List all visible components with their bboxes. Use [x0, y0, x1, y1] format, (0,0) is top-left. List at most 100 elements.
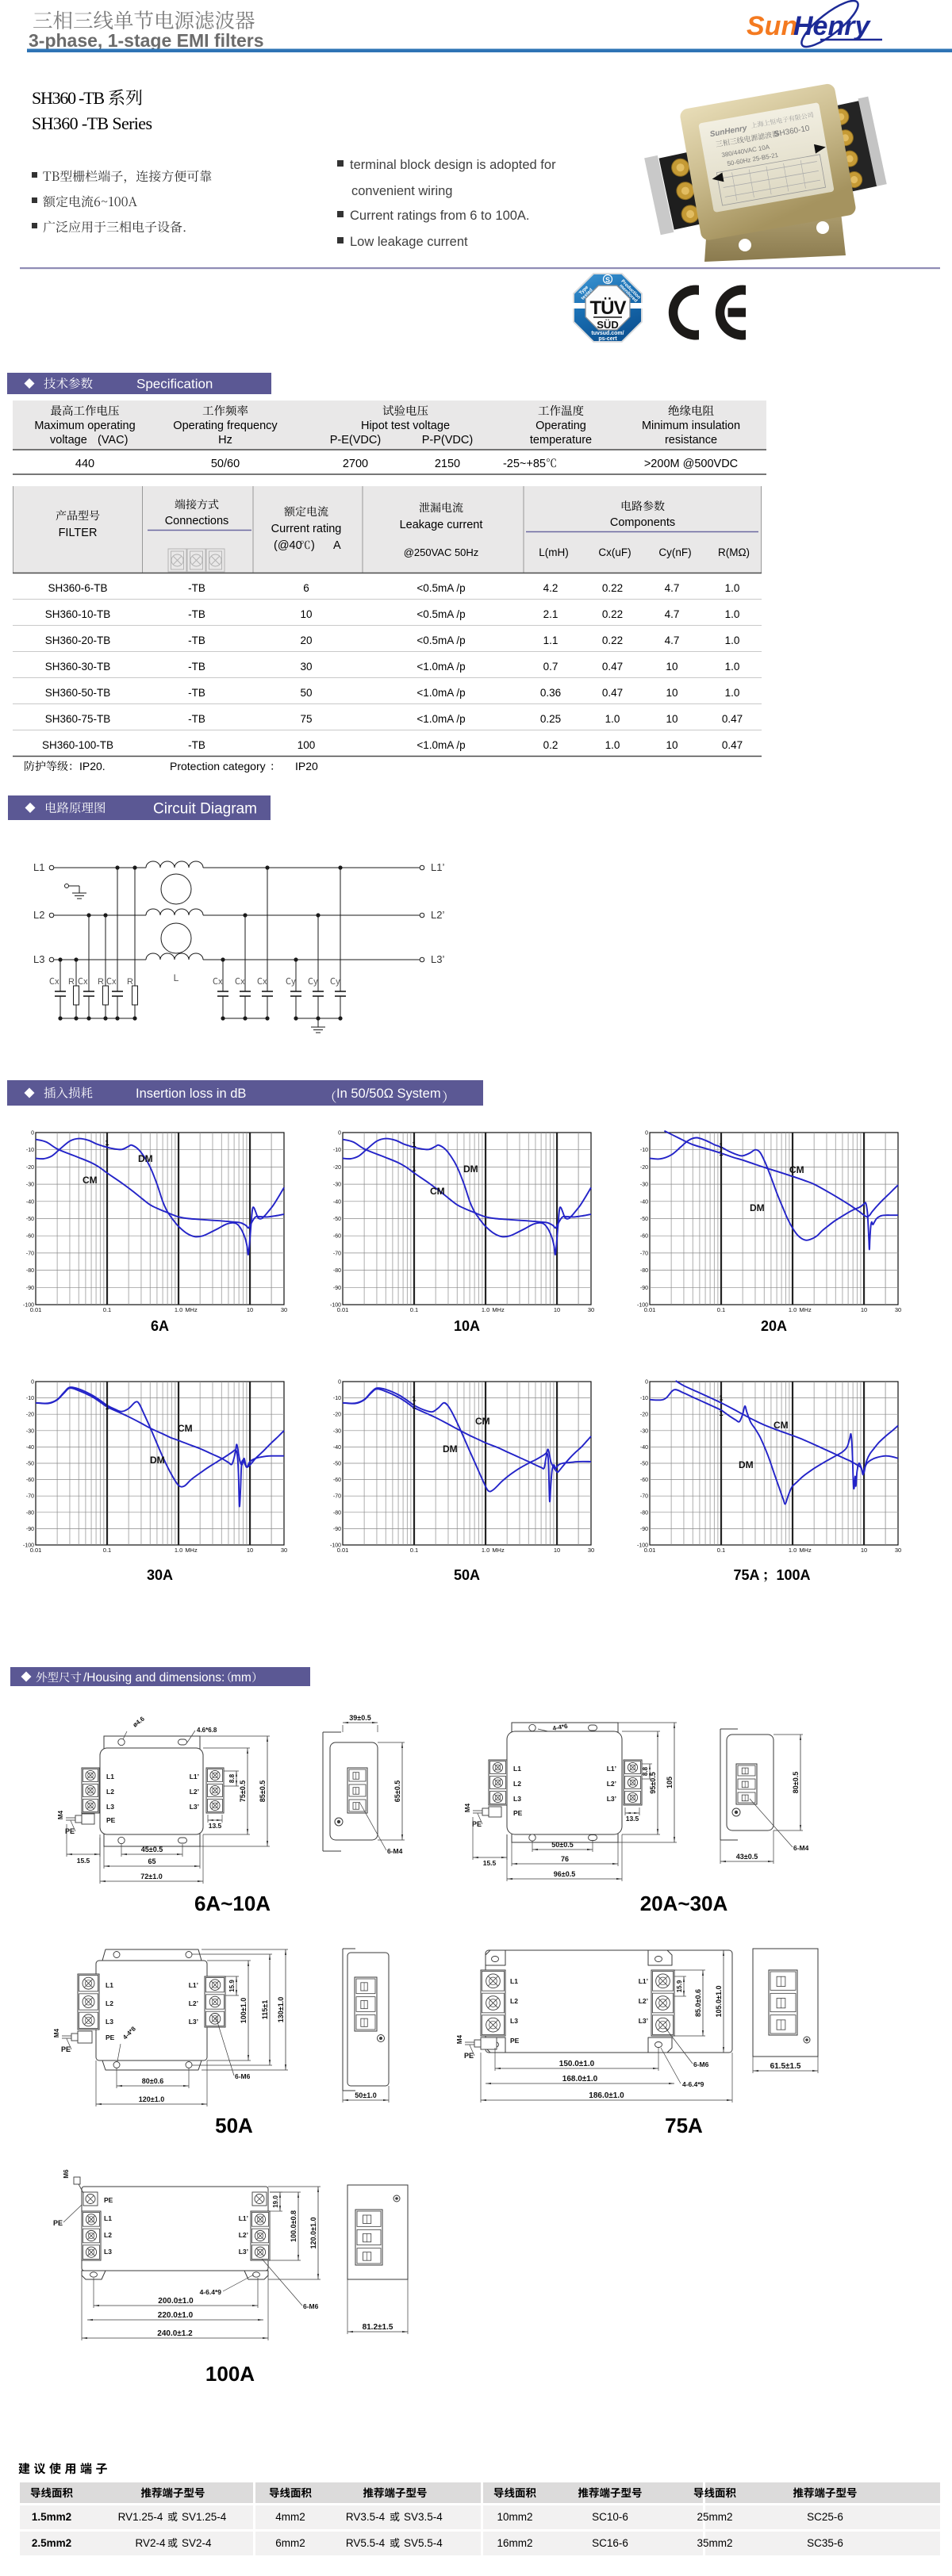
svg-text:-10: -10 — [640, 1396, 648, 1401]
svg-text:30: 30 — [895, 1547, 901, 1554]
svg-text:4.6*6.8: 4.6*6.8 — [197, 1727, 217, 1734]
svg-text:240.0±1.2: 240.0±1.2 — [157, 2329, 193, 2338]
svg-text:SV3.5-4: SV3.5-4 — [404, 2511, 443, 2523]
svg-text:>200M @500VDC: >200M @500VDC — [644, 458, 738, 470]
svg-text:100A: 100A — [205, 2362, 255, 2386]
svg-text:25mm2: 25mm2 — [697, 2511, 732, 2523]
svg-text:3-phase, 1-stage EMI filters: 3-phase, 1-stage EMI filters — [29, 30, 264, 51]
svg-text:4-6.4*9: 4-6.4*9 — [682, 2080, 704, 2088]
svg-text:80±0.5: 80±0.5 — [792, 1772, 800, 1793]
svg-text:-60: -60 — [26, 1478, 34, 1483]
svg-text:SV5.5-4: SV5.5-4 — [404, 2537, 443, 2549]
svg-text:4.2: 4.2 — [543, 582, 559, 594]
svg-text:PE: PE — [513, 1809, 523, 1817]
svg-text:1.0: 1.0 — [789, 1547, 797, 1554]
svg-text:-40: -40 — [333, 1445, 341, 1451]
svg-text:1: 1 — [106, 1403, 109, 1411]
svg-text:-20: -20 — [640, 1165, 648, 1171]
svg-text:L3: L3 — [513, 1795, 521, 1803]
svg-text:PE: PE — [61, 2045, 71, 2053]
svg-text:-50: -50 — [640, 1462, 648, 1467]
svg-text:-100: -100 — [330, 1543, 341, 1549]
svg-text:20: 20 — [300, 634, 312, 646]
svg-text:0: 0 — [31, 1131, 34, 1137]
svg-text:0: 0 — [645, 1131, 648, 1137]
svg-text:100±1.0: 100±1.0 — [240, 1998, 248, 2023]
svg-text:13.5: 13.5 — [209, 1822, 222, 1830]
svg-text:-90: -90 — [333, 1286, 341, 1291]
svg-text:resistance: resistance — [665, 434, 717, 447]
svg-text:SH360 -TB Series: SH360 -TB Series — [32, 113, 152, 133]
svg-text:30: 30 — [300, 661, 312, 673]
svg-text:-80: -80 — [333, 1510, 341, 1516]
svg-text:-10: -10 — [26, 1396, 34, 1401]
svg-text:1.0: 1.0 — [725, 634, 740, 646]
svg-text:-90: -90 — [26, 1527, 34, 1532]
svg-text:61.5±1.5: 61.5±1.5 — [770, 2062, 801, 2071]
svg-text:120.0±1.0: 120.0±1.0 — [309, 2218, 317, 2249]
svg-text:L3: L3 — [106, 2018, 113, 2026]
svg-text:1: 1 — [413, 1395, 416, 1403]
svg-text:10: 10 — [247, 1547, 253, 1554]
svg-text:30A: 30A — [147, 1567, 173, 1583]
svg-text:10: 10 — [666, 687, 678, 699]
svg-text:186.0±1.0: 186.0±1.0 — [589, 2091, 624, 2100]
svg-text:-40: -40 — [26, 1199, 34, 1205]
svg-text:Minimum insulation: Minimum insulation — [642, 420, 740, 432]
svg-text:75±0.5: 75±0.5 — [239, 1781, 247, 1802]
svg-text:(VAC): (VAC) — [98, 434, 128, 447]
svg-text:<1.0mA /p: <1.0mA /p — [416, 713, 465, 725]
svg-text:-50: -50 — [640, 1217, 648, 1222]
svg-text:L3’: L3’ — [190, 1803, 199, 1811]
svg-text:75A: 75A — [733, 1567, 759, 1583]
svg-text:130±1.0: 130±1.0 — [277, 1997, 285, 2022]
svg-text:PE: PE — [106, 2034, 115, 2041]
svg-text:SV1.25-4: SV1.25-4 — [182, 2511, 227, 2523]
svg-text:6-M6: 6-M6 — [693, 2060, 709, 2068]
svg-text:SC16-6: SC16-6 — [592, 2537, 628, 2549]
svg-text:1: 1 — [413, 1165, 416, 1173]
svg-text:terminal block design is adopt: terminal block design is adopted for — [350, 158, 556, 172]
svg-text:PE: PE — [472, 1820, 482, 1828]
svg-text:DM: DM — [443, 1443, 458, 1455]
svg-text:<1.0mA /p: <1.0mA /p — [416, 739, 465, 751]
svg-text:50: 50 — [300, 687, 312, 699]
svg-text:30: 30 — [895, 1306, 901, 1313]
svg-text:S: S — [605, 276, 610, 284]
svg-text:-40: -40 — [640, 1199, 648, 1205]
svg-text:95±0.5: 95±0.5 — [649, 1772, 657, 1793]
svg-text:-40: -40 — [640, 1445, 648, 1451]
svg-text:43±0.5: 43±0.5 — [736, 1853, 758, 1861]
svg-text:-40: -40 — [333, 1199, 341, 1205]
svg-text:0.47: 0.47 — [722, 713, 743, 725]
svg-text:10A: 10A — [454, 1318, 480, 1334]
svg-text:L2: L2 — [33, 909, 44, 921]
svg-text:L3’: L3’ — [239, 2248, 248, 2256]
svg-text:-TB: -TB — [188, 687, 205, 699]
svg-text:L2: L2 — [510, 1997, 518, 2005]
svg-text:2.5mm2: 2.5mm2 — [32, 2537, 71, 2549]
svg-text:L2: L2 — [104, 2231, 112, 2239]
svg-text:RV5.5-4: RV5.5-4 — [346, 2537, 386, 2549]
svg-text:0.01: 0.01 — [644, 1306, 656, 1313]
svg-text:-60: -60 — [333, 1234, 341, 1240]
svg-text:1: 1 — [720, 1394, 724, 1402]
svg-text:MHz: MHz — [492, 1306, 505, 1313]
svg-text:Specification: Specification — [136, 377, 213, 392]
svg-text:PE: PE — [106, 1816, 116, 1824]
svg-text:200.0±1.0: 200.0±1.0 — [158, 2297, 194, 2306]
svg-text:PE: PE — [53, 2219, 63, 2227]
svg-text:L3: L3 — [104, 2248, 112, 2256]
svg-text:L1’: L1’ — [639, 1977, 648, 1985]
svg-text:10: 10 — [666, 661, 678, 673]
svg-text:-20: -20 — [26, 1413, 34, 1418]
svg-text:P-P(VDC): P-P(VDC) — [422, 434, 473, 447]
svg-text:-60: -60 — [333, 1478, 341, 1483]
svg-text:1.0: 1.0 — [725, 661, 740, 673]
svg-text:0.1: 0.1 — [103, 1547, 111, 1554]
svg-text:-50: -50 — [26, 1217, 34, 1222]
svg-text:0.22: 0.22 — [602, 634, 623, 646]
svg-text:M4: M4 — [53, 2028, 60, 2037]
svg-text:voltage: voltage — [50, 434, 87, 447]
svg-text:80±0.6: 80±0.6 — [142, 2077, 163, 2085]
